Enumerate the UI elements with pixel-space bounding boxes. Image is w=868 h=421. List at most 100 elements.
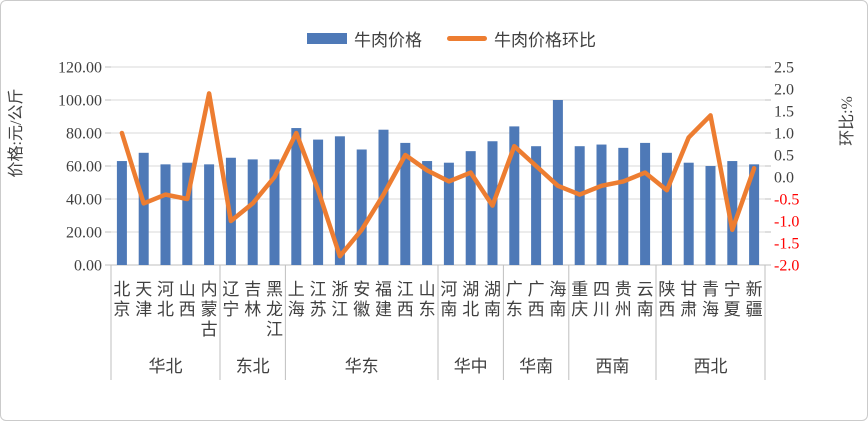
left-axis-tick-label: 20.00: [66, 225, 102, 242]
bar-山西: [182, 162, 193, 265]
category-label-char: 肃: [680, 300, 697, 319]
bar-四川: [596, 144, 607, 265]
category-label-char: 江: [266, 320, 283, 339]
region-label: 东北: [236, 357, 270, 376]
category-label-char: 北: [462, 300, 479, 319]
bar-吉林: [247, 159, 258, 265]
bar-云南: [640, 142, 651, 265]
bar-series-swatch-icon: [307, 33, 347, 44]
right-axis-tick-label: 0.0: [774, 170, 794, 187]
category-label-char: 建: [375, 300, 392, 319]
category-label-char: 广: [528, 280, 545, 299]
bar-河北: [160, 164, 171, 265]
category-label-char: 西: [397, 300, 414, 319]
region-label: 华东: [345, 357, 379, 376]
legend-label-momentum: 牛肉价格环比: [494, 31, 596, 50]
category-label-char: 青: [702, 280, 719, 299]
category-label-char: 津: [135, 300, 152, 319]
category-label-char: 重: [571, 280, 588, 299]
legend-item-price: 牛肉价格: [307, 26, 422, 51]
category-label-char: 陕: [658, 280, 675, 299]
category-label-char: 蒙: [201, 300, 218, 319]
category-label-char: 东: [506, 300, 523, 319]
category-label-char: 南: [440, 300, 457, 319]
bar-天津: [138, 152, 149, 265]
bar-广西: [531, 146, 542, 265]
bar-黑龙江: [269, 159, 280, 265]
left-axis-title: 价格:元/公斤: [7, 89, 25, 178]
bar-上海: [291, 128, 302, 265]
category-label-char: 川: [593, 300, 610, 319]
category-label-char: 河: [440, 280, 457, 299]
category-label-char: 北: [157, 300, 174, 319]
bar-广东: [509, 126, 520, 266]
category-label-char: 海: [288, 300, 305, 319]
category-label-char: 江: [397, 280, 414, 299]
bar-甘肃: [683, 162, 694, 265]
line-series-swatch-icon: [447, 36, 487, 41]
category-label-char: 四: [593, 280, 610, 299]
legend-item-momentum: 牛肉价格环比: [447, 26, 596, 51]
category-label-char: 南: [549, 300, 566, 319]
right-axis-tick-label: 1.0: [774, 126, 794, 143]
left-axis-tick-label: 60.00: [66, 159, 102, 176]
category-label-char: 苏: [310, 300, 327, 319]
region-label: 华北: [149, 357, 183, 376]
right-axis-tick-label: -1.5: [774, 236, 799, 253]
bar-新疆: [749, 164, 760, 265]
right-axis-tick-label: -1.0: [774, 214, 799, 231]
category-label-char: 贵: [615, 280, 632, 299]
category-label-char: 北: [113, 280, 130, 299]
left-axis-tick-label: 80.00: [66, 126, 102, 143]
category-label-char: 林: [244, 300, 261, 319]
legend-label-price: 牛肉价格: [354, 31, 422, 50]
bar-河南: [443, 162, 454, 265]
category-label-char: 上: [288, 280, 305, 299]
category-label-char: 海: [702, 300, 719, 319]
bar-陕西: [661, 152, 672, 265]
category-label-char: 州: [615, 300, 632, 319]
category-label-char: 西: [658, 300, 675, 319]
category-label-char: 内: [201, 280, 218, 299]
right-axis-tick-label: 2.0: [774, 82, 794, 99]
right-axis-title: 环比:%: [838, 96, 856, 146]
right-axis-tick-label: 1.5: [774, 104, 794, 121]
bar-江西: [400, 142, 411, 265]
category-label-char: 广: [506, 280, 523, 299]
category-label-char: 福: [375, 280, 392, 299]
left-axis-tick-label: 0.00: [74, 258, 102, 275]
category-label-char: 甘: [680, 280, 697, 299]
category-label-char: 黑: [266, 280, 283, 299]
category-label-char: 天: [135, 280, 152, 299]
category-label-char: 新: [746, 280, 763, 299]
bar-浙江: [334, 136, 345, 265]
region-label: 西北: [694, 357, 728, 376]
category-label-char: 辽: [222, 280, 239, 299]
category-label-char: 山: [419, 280, 436, 299]
category-label-char: 古: [201, 320, 218, 339]
category-label-char: 湖: [462, 280, 479, 299]
bar-湖北: [465, 151, 476, 265]
category-label-char: 东: [419, 300, 436, 319]
category-label-char: 云: [637, 280, 654, 299]
bar-青海: [705, 166, 716, 265]
bar-北京: [116, 161, 127, 265]
category-label-char: 夏: [724, 300, 741, 319]
category-label-char: 京: [113, 300, 130, 319]
bar-江苏: [313, 139, 324, 265]
bar-安徽: [356, 149, 367, 265]
category-label-char: 龙: [266, 300, 283, 319]
category-label-char: 吉: [244, 280, 261, 299]
category-label-char: 安: [353, 280, 370, 299]
chart-legend: 牛肉价格 牛肉价格环比: [307, 26, 596, 51]
region-label: 华中: [454, 357, 488, 376]
category-label-char: 江: [310, 280, 327, 299]
right-axis-tick-label: -2.0: [774, 258, 799, 275]
category-label-char: 山: [179, 280, 196, 299]
category-label-char: 西: [179, 300, 196, 319]
bar-贵州: [618, 147, 629, 265]
left-axis-tick-label: 40.00: [66, 192, 102, 209]
region-label: 华南: [519, 357, 553, 376]
